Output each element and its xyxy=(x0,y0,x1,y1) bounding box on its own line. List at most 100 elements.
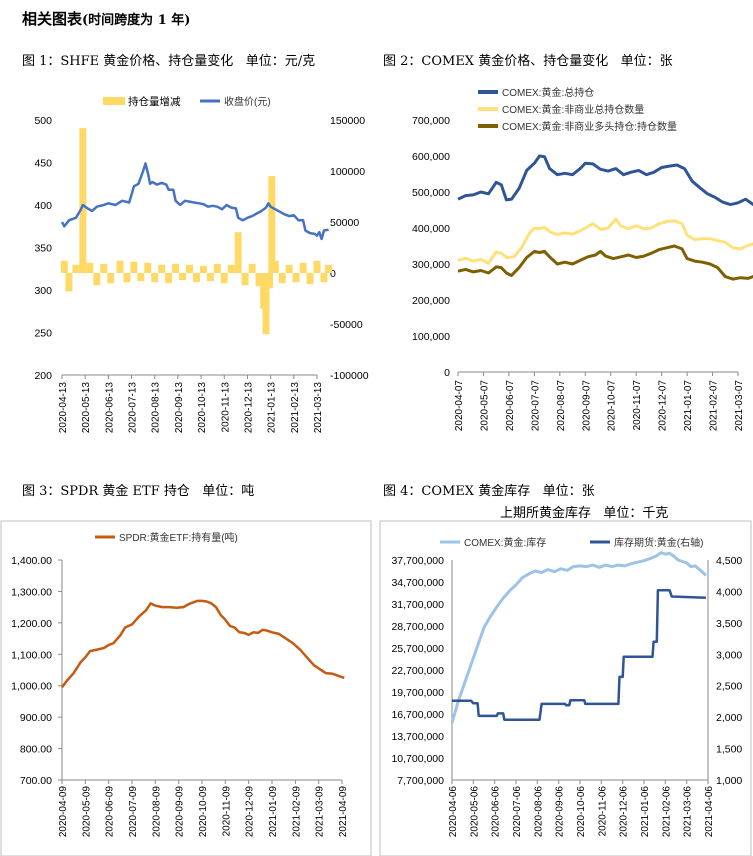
fig1-legend-bar-label: 持仓量增减 xyxy=(128,95,181,108)
fig4-x-tick-label: 2021-04-06 xyxy=(704,786,715,838)
fig4-y2-tick-label: 2,500 xyxy=(716,681,742,693)
fig3-y-tick-label: 1,400.00 xyxy=(11,555,52,567)
fig1-bar xyxy=(213,263,221,273)
fig2-x-tick-label: 2020-06-07 xyxy=(505,380,516,432)
fig2-line-1 xyxy=(457,217,753,265)
fig1-x-tick-label: 2020-12-13 xyxy=(243,382,254,434)
fig4-y-tick-label: 16,700,000 xyxy=(391,709,444,721)
fig4-x-tick-label: 2021-03-06 xyxy=(683,786,694,838)
fig4-x-tick-label: 2020-11-06 xyxy=(597,786,608,837)
fig1-bar xyxy=(79,128,87,273)
fig1-x-tick-label: 2020-10-13 xyxy=(197,382,208,434)
fig1-bar xyxy=(116,260,124,273)
fig1-bar xyxy=(151,273,159,283)
fig1-y2-tick-label: -100000 xyxy=(330,370,369,382)
fig1-bar xyxy=(65,273,73,292)
fig1-x-tick-label: 2020-08-13 xyxy=(151,382,162,434)
fig2-x-tick-label: 2020-12-07 xyxy=(658,380,669,432)
fig4-y-tick-label: 7,700,000 xyxy=(397,775,444,787)
fig2-y-tick-label: 200,000 xyxy=(412,295,450,307)
fig2-y-tick-label: 100,000 xyxy=(412,331,450,343)
fig3-y-tick-label: 900.00 xyxy=(20,712,52,724)
fig4-frame xyxy=(379,520,752,856)
fig1-bar xyxy=(265,273,273,289)
fig1-bar xyxy=(320,273,328,283)
fig2-x-tick-label: 2020-07-07 xyxy=(530,380,541,432)
fig3-title: 图 3：SPDR 黄金 ETF 持仓 单位：吨 xyxy=(22,484,255,499)
fig1-bar xyxy=(60,260,68,273)
fig1-x-tick-label: 2020-11-13 xyxy=(220,382,231,433)
fig4-y2-tick-label: 4,500 xyxy=(716,555,742,567)
fig1-bar xyxy=(241,273,249,286)
fig3-x-tick-label: 2021-04-09 xyxy=(338,786,349,838)
fig1-y-tick-label: 450 xyxy=(34,158,52,170)
fig2-legend-1-label: COMEX:黄金:非商业总持仓数量 xyxy=(502,103,644,116)
fig1-bar xyxy=(278,273,286,284)
fig3-y-tick-label: 1,100.00 xyxy=(11,649,52,661)
fig3-line-etf xyxy=(60,599,345,689)
fig2-x-tick-label: 2021-03-07 xyxy=(734,380,745,432)
fig1-bar xyxy=(199,265,207,273)
fig1-bar xyxy=(268,176,276,273)
fig4-x-tick-label: 2020-05-06 xyxy=(469,786,480,838)
fig4-y-tick-label: 10,700,000 xyxy=(391,753,444,765)
fig2-x-tick-label: 2020-11-07 xyxy=(632,380,643,431)
fig4-y-tick-label: 34,700,000 xyxy=(391,577,444,589)
fig1-bar xyxy=(206,273,214,282)
fig1-y-tick-label: 400 xyxy=(34,200,52,212)
fig1-y2-tick-label: 100000 xyxy=(330,166,365,178)
fig1-y2-tick-label: 150000 xyxy=(330,115,365,127)
fig1-y-tick-label: 500 xyxy=(34,115,52,127)
fig2-x-tick-label: 2020-08-07 xyxy=(556,380,567,432)
fig1-bar xyxy=(179,273,187,281)
fig2-line-2 xyxy=(457,244,753,281)
fig3-x-tick-label: 2020-05-09 xyxy=(81,786,92,838)
fig2-title: 图 2：COMEX 黄金价格、持仓量变化 单位：张 xyxy=(383,54,673,69)
fig2-legend-2-label: COMEX:黄金:非商业多头持仓:持仓数量 xyxy=(502,120,677,133)
fig3-y-tick-label: 1,000.00 xyxy=(11,681,52,693)
fig3-x-tick-label: 2020-11-09 xyxy=(221,786,232,837)
fig1-bar xyxy=(158,264,166,273)
fig3-x-tick-label: 2020-06-09 xyxy=(105,786,116,838)
fig1-legend-bar-swatch xyxy=(103,97,125,105)
fig4-subtitle: 上期所黄金库存 单位：千克 xyxy=(500,506,669,521)
fig1-bar xyxy=(72,264,80,273)
fig4-x-tick-label: 2020-06-06 xyxy=(491,786,502,838)
fig1-x-tick-label: 2020-07-13 xyxy=(128,382,139,434)
fig1-x-tick-label: 2020-09-13 xyxy=(174,382,185,434)
fig2-x-tick-label: 2021-02-07 xyxy=(709,380,720,432)
fig1-bar xyxy=(130,261,138,273)
fig1-y2-tick-label: -50000 xyxy=(330,319,363,331)
fig1-bar xyxy=(255,273,263,287)
fig3-x-tick-label: 2021-03-09 xyxy=(315,786,326,838)
fig1-x-tick-label: 2021-01-13 xyxy=(267,382,278,434)
fig4-x-tick-label: 2020-10-06 xyxy=(576,786,587,838)
fig1-bar xyxy=(227,264,235,273)
fig4-y2-tick-label: 2,000 xyxy=(716,712,742,724)
fig3-x-tick-label: 2020-04-09 xyxy=(58,786,69,838)
fig4-y2-tick-label: 3,500 xyxy=(716,618,742,630)
fig1-x-tick-label: 2021-03-13 xyxy=(313,382,324,434)
fig1-x-tick-label: 2020-06-13 xyxy=(104,382,115,434)
fig2-y-tick-label: 300,000 xyxy=(412,259,450,271)
fig3-y-tick-label: 800.00 xyxy=(20,744,52,756)
fig4-y2-tick-label: 1,500 xyxy=(716,744,742,756)
fig1-bar xyxy=(325,264,333,273)
fig4-legend-1-label: 库存期货:黄金(右轴) xyxy=(614,536,703,549)
fig4-x-tick-label: 2021-01-06 xyxy=(640,786,651,838)
fig4-x-tick-label: 2020-08-06 xyxy=(533,786,544,838)
fig4-legend-0-label: COMEX:黄金:库存 xyxy=(464,536,546,549)
fig3-legend-label: SPDR:黄金ETF:持有量(吨) xyxy=(119,531,238,544)
fig2-y-tick-label: 0 xyxy=(444,367,450,379)
fig4-line-comex xyxy=(450,551,707,724)
fig4-y-tick-label: 31,700,000 xyxy=(391,599,444,611)
fig1-y2-tick-label: 50000 xyxy=(330,217,359,229)
fig2-x-tick-label: 2020-04-07 xyxy=(454,380,465,432)
fig1-bar xyxy=(137,273,145,282)
fig1-x-tick-label: 2020-05-13 xyxy=(81,382,92,434)
fig1-title: 图 1：SHFE 黄金价格、持仓量变化 单位：元/克 xyxy=(22,54,316,69)
fig1-bar xyxy=(107,273,115,284)
fig3-x-tick-label: 2020-09-09 xyxy=(175,786,186,838)
fig3-x-tick-label: 2021-01-09 xyxy=(268,786,279,838)
fig1-bar xyxy=(100,263,108,273)
